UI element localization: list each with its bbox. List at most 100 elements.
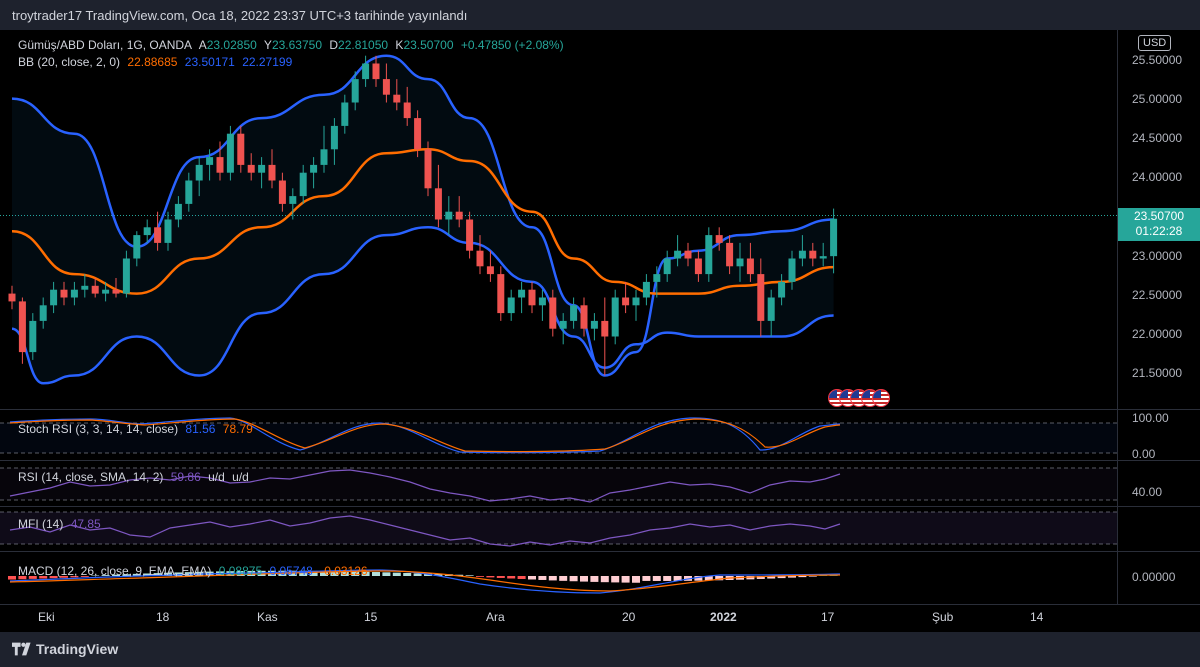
- macd-signal-line: [9, 570, 841, 592]
- candle: [39, 297, 47, 329]
- last-price-value: 23.50700: [1133, 209, 1185, 223]
- candle: [122, 250, 130, 298]
- time-axis-separator: [0, 604, 1200, 605]
- macd-hist-bar: [715, 576, 724, 581]
- candle-body: [684, 250, 692, 259]
- price-tick: 22.50000: [1132, 288, 1183, 302]
- candle: [476, 235, 484, 275]
- rsi-extra-2: u/d: [232, 470, 249, 484]
- candle-body: [122, 258, 130, 294]
- last-price-label: 23.50700 01:22:28: [1118, 208, 1200, 241]
- macd-hist-bar: [392, 572, 401, 576]
- tradingview-brand[interactable]: TradingView: [36, 641, 119, 657]
- candle-body: [528, 289, 536, 306]
- candle: [601, 297, 609, 376]
- candle: [81, 274, 89, 298]
- candle: [226, 125, 234, 181]
- macd-hist-bar: [101, 575, 110, 576]
- candle-body: [424, 149, 432, 189]
- macd-hist-bar: [413, 573, 422, 576]
- macd-hist-bar: [767, 576, 776, 579]
- stoch-rsi-legend[interactable]: Stoch RSI (3, 3, 14, 14, close) 81.56 78…: [18, 422, 257, 436]
- macd-hist-bar: [559, 576, 568, 581]
- candle-body: [289, 196, 297, 204]
- time-tick: 20: [622, 610, 636, 624]
- candle-body: [393, 94, 401, 103]
- us-flag-icon[interactable]: [872, 389, 890, 407]
- macd-hist-bar: [403, 572, 412, 576]
- macd-hist-bar: [590, 576, 599, 582]
- pane-separator[interactable]: [0, 409, 1200, 410]
- bb-legend[interactable]: BB (20, close, 2, 0) 22.88685 23.50171 2…: [18, 55, 296, 69]
- candle-body: [632, 297, 640, 306]
- candle-body: [455, 211, 463, 220]
- candle: [559, 313, 567, 345]
- candle-body: [788, 258, 796, 282]
- candle-body: [445, 211, 453, 220]
- macd-hist-bar: [8, 576, 16, 580]
- candle-body: [715, 235, 723, 243]
- macd-hist-bar: [49, 576, 58, 579]
- macd-hist-bar: [517, 576, 526, 579]
- candle-body: [538, 297, 546, 306]
- mfi-legend[interactable]: MFI (14) 47.85: [18, 517, 105, 531]
- candle-body: [91, 285, 99, 294]
- candle-body: [112, 289, 120, 294]
- time-tick: Ara: [486, 610, 505, 624]
- macd-hist-bar: [580, 576, 588, 582]
- mfi-value: 47.85: [70, 517, 101, 531]
- candle-body: [653, 274, 661, 282]
- candle: [330, 118, 338, 165]
- macd-hist-bar: [434, 573, 443, 576]
- candle: [351, 71, 359, 111]
- candle-body: [705, 235, 713, 275]
- candle-body: [497, 274, 505, 314]
- candle: [642, 274, 650, 306]
- price-tick: 23.00000: [1132, 249, 1183, 263]
- candle-body: [278, 180, 286, 204]
- currency-button[interactable]: USD: [1138, 35, 1172, 51]
- ohlc-high-label: Y: [263, 38, 272, 52]
- candle-body: [18, 301, 26, 353]
- macd-hist-bar: [528, 576, 536, 580]
- mfi-label: MFI (14): [18, 517, 64, 531]
- price-tick: 24.00000: [1132, 170, 1183, 184]
- candle: [414, 110, 422, 158]
- macd-hist-bar: [153, 573, 162, 576]
- candle-body: [559, 320, 567, 329]
- ohlc-change: +0.47850 (+2.08%): [460, 38, 564, 52]
- candle-body: [819, 256, 827, 259]
- symbol-label[interactable]: Gümüş/ABD Doları, 1G, OANDA: [18, 38, 193, 52]
- main-chart-canvas[interactable]: [0, 30, 1117, 605]
- macd-hist-bar: [642, 576, 651, 581]
- candle-body: [736, 258, 744, 267]
- candle-body: [164, 219, 172, 243]
- candle-body: [185, 180, 193, 204]
- macd-hist-bar: [808, 576, 817, 577]
- candle: [424, 141, 432, 197]
- pane-separator[interactable]: [0, 506, 1200, 507]
- candle-body: [611, 297, 619, 337]
- pane-separator[interactable]: [0, 460, 1200, 461]
- macd-hist-bar: [361, 571, 370, 576]
- macd-hist-bar: [18, 576, 27, 580]
- candle-body: [580, 305, 588, 329]
- macd-legend[interactable]: MACD (12, 26, close, 9, EMA, EMA) 0.0887…: [18, 564, 372, 578]
- stoch-k-value: 81.56: [185, 422, 216, 436]
- ohlc-low-value: 22.81050: [338, 38, 389, 52]
- candle-body: [268, 164, 276, 181]
- rsi-legend[interactable]: RSI (14, close, SMA, 14, 2) 59.86 u/d u/…: [18, 470, 253, 484]
- candle: [237, 125, 245, 173]
- rsi-value: 59.86: [170, 470, 201, 484]
- candle: [341, 94, 349, 134]
- pane-separator[interactable]: [0, 551, 1200, 552]
- ohlc-open-value: 23.02850: [206, 38, 257, 52]
- stoch-k-line: [9, 417, 841, 454]
- candle: [757, 258, 765, 337]
- stoch-axis-tick: 0.00: [1132, 447, 1156, 461]
- candle: [611, 289, 619, 345]
- macd-hist-bar: [632, 576, 640, 583]
- price-tick: 24.50000: [1132, 131, 1183, 145]
- price-tick: 22.00000: [1132, 327, 1183, 341]
- candle-body: [216, 157, 224, 173]
